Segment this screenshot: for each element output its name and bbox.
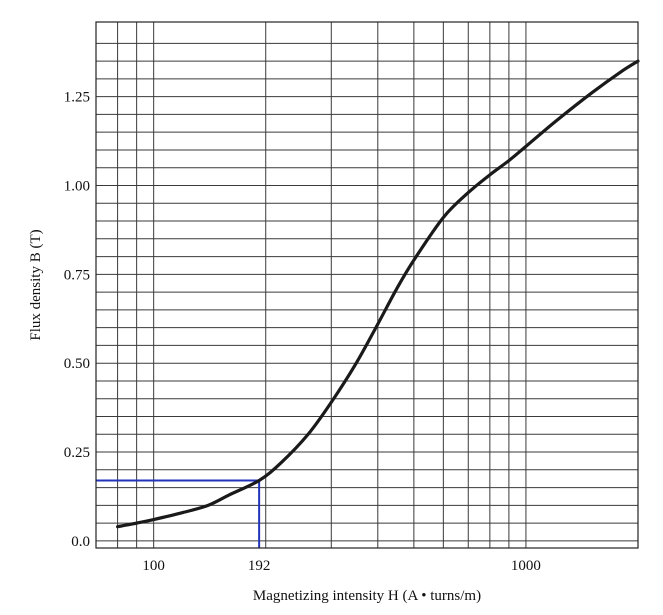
plot-frame xyxy=(95,21,639,549)
y-tick-label: 0.25 xyxy=(64,445,90,461)
x-tick-labels: 100 192 1000 xyxy=(142,558,541,574)
x-axis-label: Magnetizing intensity H (A • turns/m) xyxy=(253,588,481,604)
y-axis-label: Flux density B (T) xyxy=(28,229,44,340)
y-tick-label: 0.0 xyxy=(71,534,90,550)
y-tick-label: 1.25 xyxy=(64,90,90,106)
x-tick-label: 192 xyxy=(248,558,271,574)
x-tick-label: 100 xyxy=(142,558,165,574)
curve-series xyxy=(115,59,640,529)
y-tick-label: 0.50 xyxy=(64,356,90,372)
bh-curve-line xyxy=(115,59,640,529)
x-tick-label: 1000 xyxy=(511,558,541,574)
y-tick-labels: 0.0 0.25 0.50 0.75 1.00 1.25 xyxy=(64,90,90,550)
y-tick-label: 1.00 xyxy=(64,178,90,194)
y-tick-label: 0.75 xyxy=(64,267,90,283)
grid-lines xyxy=(96,22,638,548)
